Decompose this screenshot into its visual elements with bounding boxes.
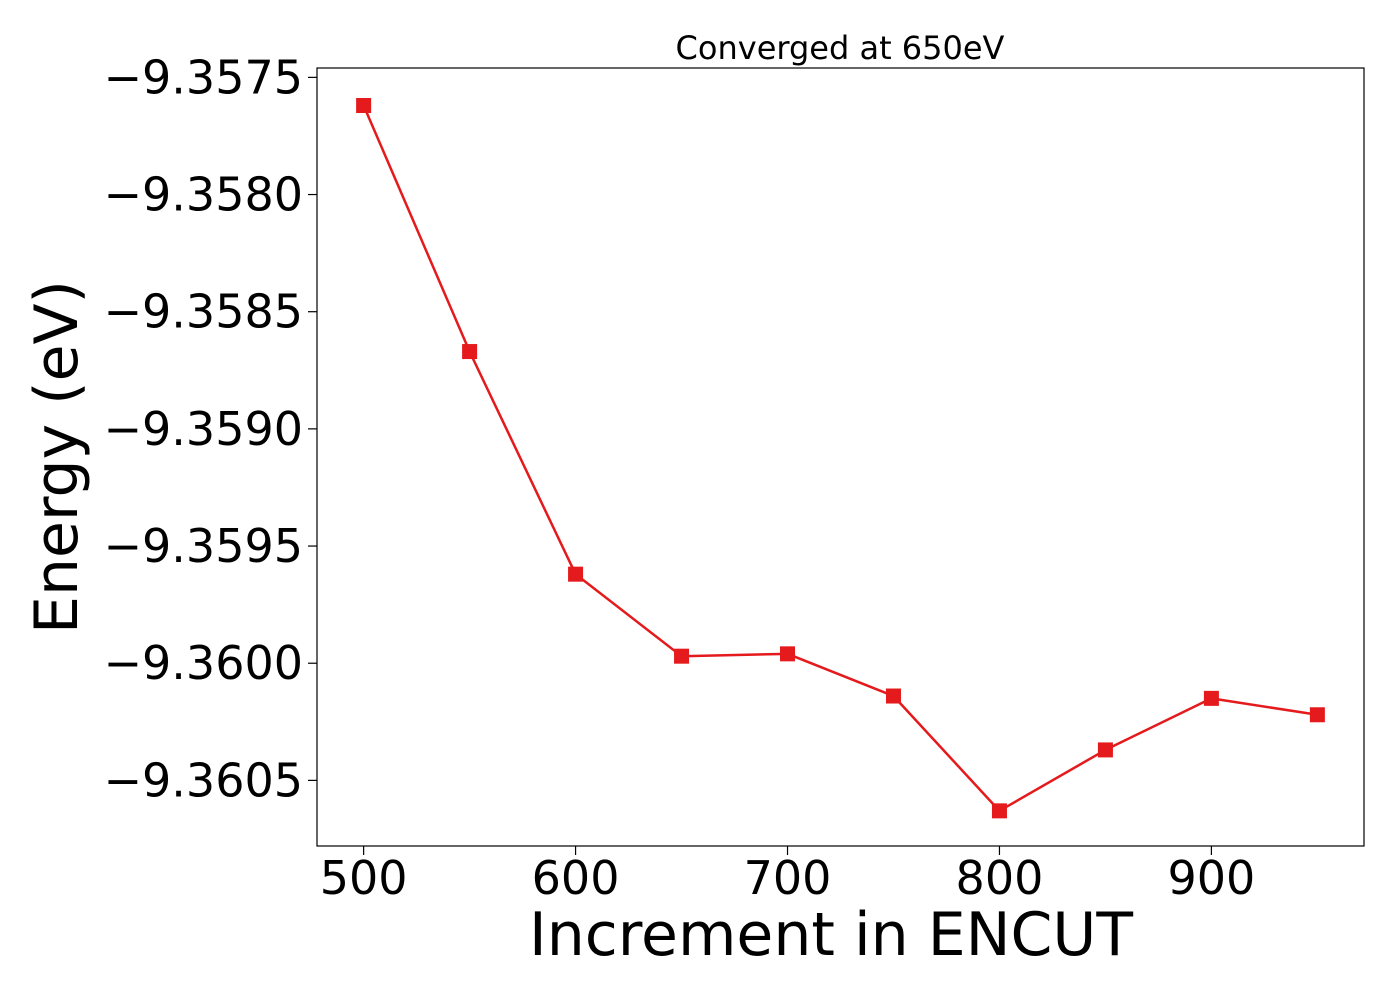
x-tick-label: 700	[744, 851, 832, 905]
data-point-marker	[780, 646, 796, 662]
y-tick-label: −9.3590	[104, 402, 304, 456]
data-point-marker	[991, 803, 1007, 819]
y-axis-ticks: −9.3575 −9.3580 −9.3585 −9.3590 −9.3595 −9.36…	[104, 50, 317, 807]
y-tick-label: −9.3585	[104, 285, 304, 339]
data-point-marker	[568, 566, 584, 582]
y-tick-label: −9.3580	[104, 168, 304, 222]
x-tick-label: 600	[532, 851, 620, 905]
plot-frame	[316, 67, 1365, 847]
y-tick-label: −9.3600	[104, 636, 304, 690]
y-tick-label: −9.3595	[104, 519, 304, 573]
x-axis-ticks: 500 600 700 800 900	[320, 846, 1255, 905]
x-tick-label: 900	[1167, 851, 1255, 905]
y-tick-label: −9.3605	[104, 753, 304, 807]
chart-title: Converged at 650eV	[676, 29, 1005, 67]
y-axis-label: Energy (eV)	[22, 280, 92, 634]
data-point-marker	[462, 344, 478, 360]
y-tick-label: −9.3575	[104, 50, 304, 104]
data-point-marker	[674, 648, 690, 664]
x-axis-label: Increment in ENCUT	[529, 900, 1133, 970]
plot-area	[356, 97, 1325, 819]
x-tick-label: 800	[956, 851, 1044, 905]
data-point-marker	[1203, 690, 1219, 706]
data-point-marker	[1309, 707, 1325, 723]
x-tick-label: 500	[320, 851, 408, 905]
series-line	[362, 104, 1318, 813]
data-point-marker	[1097, 742, 1113, 758]
data-point-marker	[885, 688, 901, 704]
data-point-marker	[356, 97, 372, 113]
